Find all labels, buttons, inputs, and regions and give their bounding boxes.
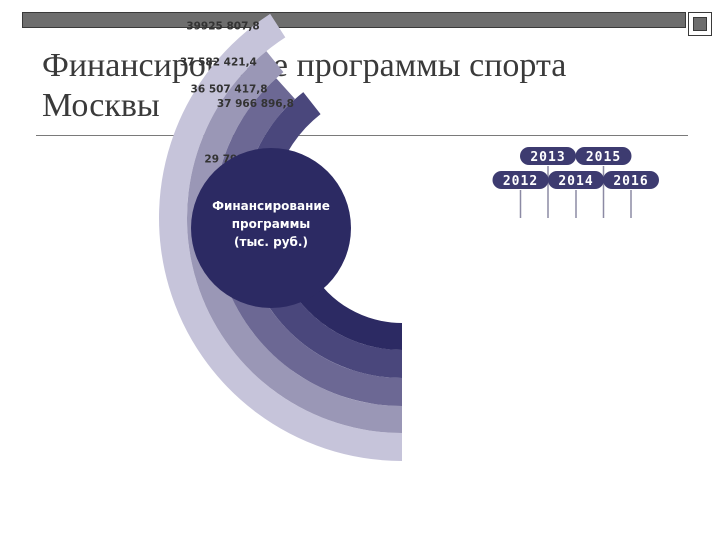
year-connectors (519, 166, 632, 218)
band-2016 (159, 13, 402, 462)
year-label-2016: 2016 (613, 174, 648, 189)
value-label-2014: 36 507 417,8 (191, 84, 268, 96)
center-circle-bg (191, 148, 351, 308)
year-label-2014: 2014 (558, 174, 593, 189)
band-2015 (187, 51, 402, 434)
center-label-line-2: программы (232, 217, 311, 231)
value-label-2013: 37 966 896,8 (217, 98, 294, 110)
title-line-1: Финансирование программы спорта (42, 47, 567, 84)
year-label-2012: 2012 (503, 174, 538, 189)
year-label-2013: 2013 (530, 150, 565, 165)
year-pill-2014 (548, 171, 604, 189)
center-circle: Финансирование программы (тыс. руб.) (191, 148, 351, 308)
center-label-line-1: Финансирование (212, 199, 330, 213)
year-pill-2012 (492, 171, 549, 189)
year-pill-2016 (603, 171, 659, 189)
center-label-line-3: (тыс. руб.) (234, 235, 308, 249)
page-title: Финансирование программы спорта Москвы (42, 46, 682, 126)
year-pill-2013 (520, 147, 576, 165)
year-pill-2015 (575, 147, 632, 165)
corner-square-decoration (688, 12, 712, 36)
title-bar-decoration (22, 12, 686, 28)
band-2014 (213, 78, 402, 406)
value-label-2015: 37 582 421,4 (180, 57, 257, 69)
title-divider (36, 135, 688, 136)
year-label-2015: 2015 (586, 150, 621, 165)
value-label-2016: 39925 807,8 (186, 21, 259, 33)
title-line-2: Москвы (42, 87, 160, 124)
year-labels: 2012 2013 2014 2015 2016 (492, 147, 659, 189)
